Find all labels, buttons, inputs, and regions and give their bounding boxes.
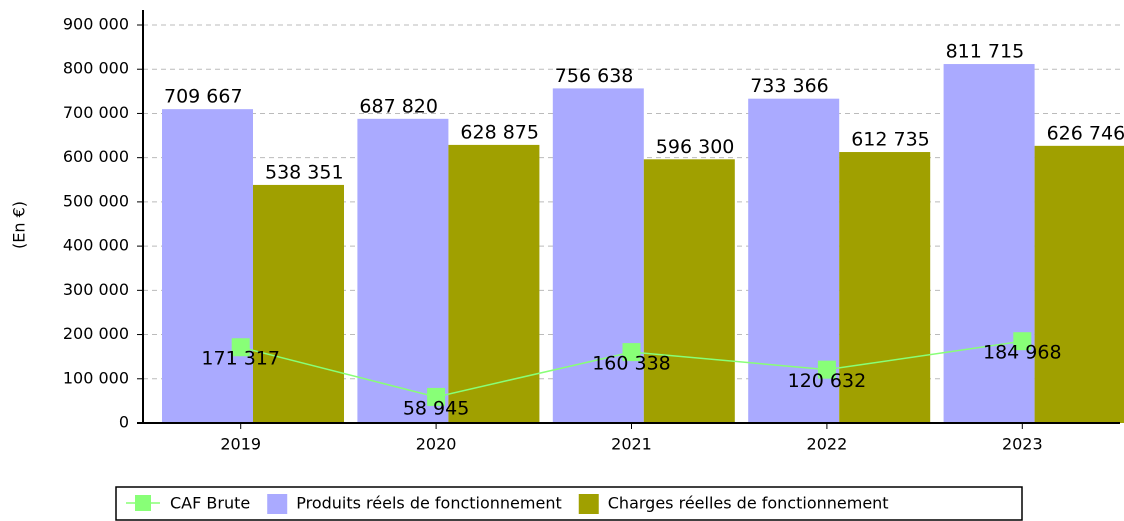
legend-box <box>115 486 1023 521</box>
y-tick-label: 900 000 <box>63 15 129 34</box>
y-tick-label: 300 000 <box>63 280 129 299</box>
y-tick-label: 600 000 <box>63 147 129 166</box>
value-label: 538 351 <box>265 161 344 183</box>
legend: CAF Brute Produits réels de fonctionnemen… <box>115 486 1023 521</box>
x-tick-label: 2022 <box>807 435 848 454</box>
y-tick-label: 500 000 <box>63 191 129 210</box>
bar <box>162 109 253 423</box>
bar <box>943 64 1035 423</box>
point <box>622 343 641 362</box>
value-label: 709 667 <box>164 86 243 108</box>
legend-label: Produits réels de fonctionnement <box>296 494 562 513</box>
bar <box>448 144 540 423</box>
bar <box>1034 145 1124 423</box>
legend-swatch <box>267 494 288 514</box>
value-label: 184 968 <box>983 342 1062 364</box>
bar <box>643 159 735 423</box>
legend-swatch <box>135 495 151 511</box>
y-tick-label: 0 <box>119 413 129 432</box>
y-tick-label: 100 000 <box>63 368 129 387</box>
y-tick-label: 200 000 <box>63 324 129 343</box>
value-label: 626 746 <box>1047 122 1124 144</box>
y-tick-label: 800 000 <box>63 59 129 78</box>
value-label: 120 632 <box>788 370 867 392</box>
legend-label: CAF Brute <box>170 494 250 513</box>
value-label: 733 366 <box>750 75 829 97</box>
value-label: 756 638 <box>555 65 634 87</box>
bar <box>253 184 344 423</box>
bar <box>839 152 931 423</box>
point <box>231 338 250 357</box>
x-tick-label: 2020 <box>416 435 457 454</box>
legend-swatch <box>578 494 599 514</box>
legend-label: Charges réelles de fonctionnement <box>608 494 889 513</box>
x-tick-label: 2021 <box>611 435 652 454</box>
value-label: 596 300 <box>656 136 735 158</box>
point <box>817 360 836 379</box>
value-label: 687 820 <box>359 95 438 117</box>
value-label: 628 875 <box>460 121 539 143</box>
value-label: 160 338 <box>592 353 671 375</box>
point <box>427 387 446 406</box>
y-axis-label: (En €) <box>10 201 29 249</box>
value-label: 612 735 <box>851 129 930 151</box>
value-label: 171 317 <box>201 348 280 370</box>
value-label: 811 715 <box>946 41 1025 63</box>
bar <box>357 118 449 423</box>
y-tick-label: 400 000 <box>63 236 129 255</box>
x-tick-label: 2023 <box>1002 435 1043 454</box>
point <box>1013 332 1032 351</box>
value-label: 58 945 <box>403 397 469 419</box>
y-tick-label: 700 000 <box>63 103 129 122</box>
x-tick-label: 2019 <box>220 435 261 454</box>
